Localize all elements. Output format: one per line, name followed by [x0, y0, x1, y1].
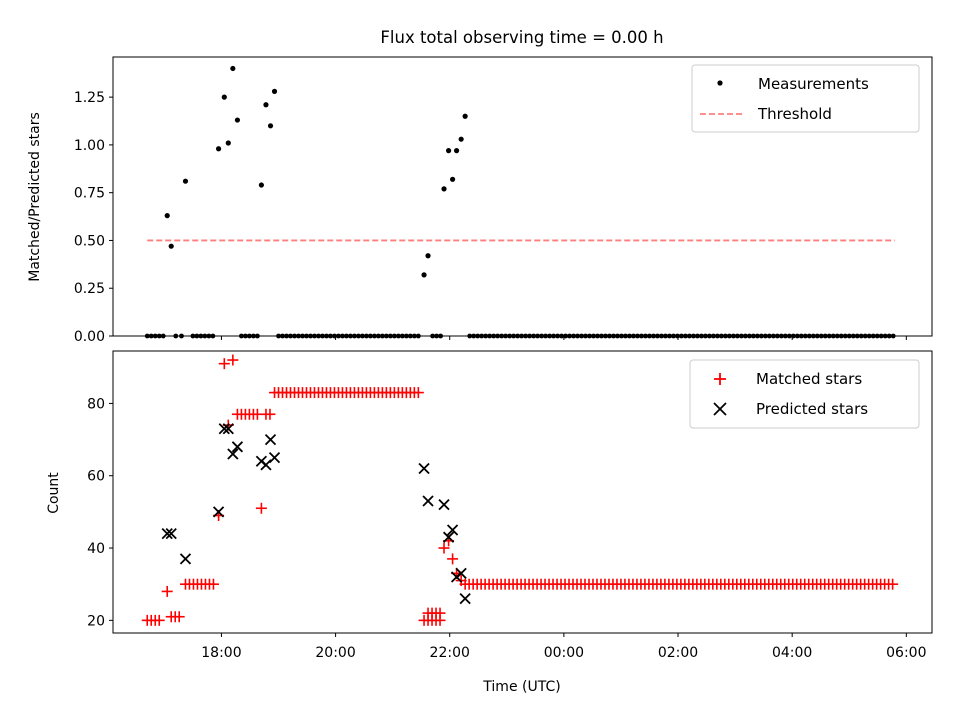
x-tick-label: 00:00	[544, 645, 584, 661]
predicted-star-point	[418, 462, 430, 475]
predicted-star-point	[165, 527, 177, 540]
lower-panel-ylabel: Count	[46, 472, 62, 514]
measurement-point	[168, 243, 174, 249]
measurement-point	[425, 253, 431, 259]
predicted-star-point	[231, 441, 244, 453]
legend-label-threshold: Threshold	[757, 105, 832, 123]
measurement-point	[263, 102, 269, 108]
measurement-point	[258, 182, 264, 188]
matched-star-point	[255, 502, 267, 514]
y-tick-label: 20	[87, 613, 105, 629]
x-tick-label: 04:00	[772, 645, 812, 661]
predicted-star-point	[179, 553, 192, 565]
predicted-star-point	[264, 433, 277, 446]
matched-star-point	[412, 387, 424, 399]
predicted-star-point	[459, 593, 471, 605]
measurement-point	[215, 146, 222, 152]
measurement-point	[441, 186, 447, 192]
upper-panel: 0.00 0.25 0.50 0.75 1.00 1.25 Matched/Predict…	[27, 56, 933, 345]
x-tick-label: 22:00	[430, 645, 470, 661]
measurement-point	[164, 213, 170, 219]
matched-star-point	[887, 578, 899, 590]
lower-panel-frame	[112, 350, 933, 634]
y-tick-label: 0.00	[74, 329, 105, 345]
x-axis-label: Time (UTC)	[482, 679, 560, 695]
lower-legend-frame	[689, 359, 920, 429]
matched-star-point	[173, 611, 185, 623]
measurement-point	[221, 94, 227, 100]
measurement-point	[421, 272, 427, 278]
lower-panel-legend: Matched stars Predicted stars	[689, 359, 920, 429]
y-tick-label: 40	[87, 541, 105, 557]
matched-star-point	[434, 607, 446, 619]
upper-panel-ticks: 0.00 0.25 0.50 0.75 1.00 1.25	[74, 90, 907, 345]
upper-panel-frame	[112, 56, 933, 337]
predicted-star-point	[422, 495, 434, 507]
predicted-star-point	[227, 448, 239, 460]
predicted-star-point	[222, 423, 234, 435]
legend-marker-matched	[714, 373, 726, 385]
y-tick-label: 0.25	[74, 281, 105, 297]
legend-label-measurements: Measurements	[758, 75, 869, 93]
measurement-point	[230, 65, 236, 72]
matched-star-point	[227, 354, 239, 366]
upper-panel-data	[144, 65, 896, 339]
matched-star-point	[207, 578, 219, 590]
lower-panel-data	[141, 354, 899, 626]
matched-star-point	[153, 614, 165, 626]
x-tick-label: 06:00	[886, 645, 926, 661]
lower-panel-ticks: 20 40 60 80 18:00 20:00 22:00 00:00 02:00 04:00 06…	[87, 396, 926, 661]
y-tick-label: 60	[87, 469, 105, 485]
x-tick-label: 20:00	[315, 645, 355, 661]
measurement-point	[462, 113, 468, 119]
figure-title: Flux total observing time = 0.00 h	[380, 28, 663, 47]
measurement-point	[182, 178, 189, 184]
measurement-point	[225, 140, 231, 146]
measurement-point	[234, 117, 241, 123]
y-tick-label: 1.00	[74, 138, 105, 154]
x-tick-label: 18:00	[201, 645, 241, 661]
y-tick-label: 0.50	[74, 233, 105, 249]
predicted-star-point	[442, 531, 455, 543]
matched-star-point	[218, 358, 230, 370]
predicted-star-point	[218, 423, 230, 435]
matched-star-point	[438, 542, 450, 554]
measurement-point	[458, 136, 464, 142]
predicted-star-point	[446, 524, 459, 536]
matched-star-point	[264, 408, 276, 420]
upper-legend-frame	[691, 64, 920, 133]
measurement-point	[445, 148, 452, 154]
matched-star-point	[161, 585, 173, 597]
predicted-star-point	[268, 452, 281, 464]
legend-marker-predicted	[713, 402, 727, 416]
y-tick-label: 1.25	[74, 90, 105, 106]
matched-star-point	[447, 553, 459, 565]
legend-label-predicted: Predicted stars	[756, 400, 868, 418]
legend-label-matched: Matched stars	[756, 370, 862, 388]
upper-panel-legend: Measurements Threshold	[691, 64, 920, 133]
y-tick-label: 80	[87, 396, 105, 412]
y-tick-label: 0.75	[74, 186, 105, 202]
upper-panel-ylabel: Matched/Predicted stars	[27, 112, 43, 282]
measurement-point	[271, 88, 278, 94]
predicted-star-point	[455, 567, 467, 579]
predicted-star-point	[438, 499, 450, 511]
predicted-star-point	[260, 459, 272, 471]
measurement-point	[449, 176, 456, 182]
predicted-star-point	[161, 527, 173, 540]
measurement-point	[453, 148, 460, 154]
legend-marker-measurements	[717, 80, 723, 86]
lower-panel: 20 40 60 80 18:00 20:00 22:00 00:00 02:00 04:00 06…	[46, 350, 933, 695]
measurement-point	[267, 123, 274, 129]
x-tick-label: 02:00	[658, 645, 698, 661]
predicted-star-point	[212, 506, 225, 518]
